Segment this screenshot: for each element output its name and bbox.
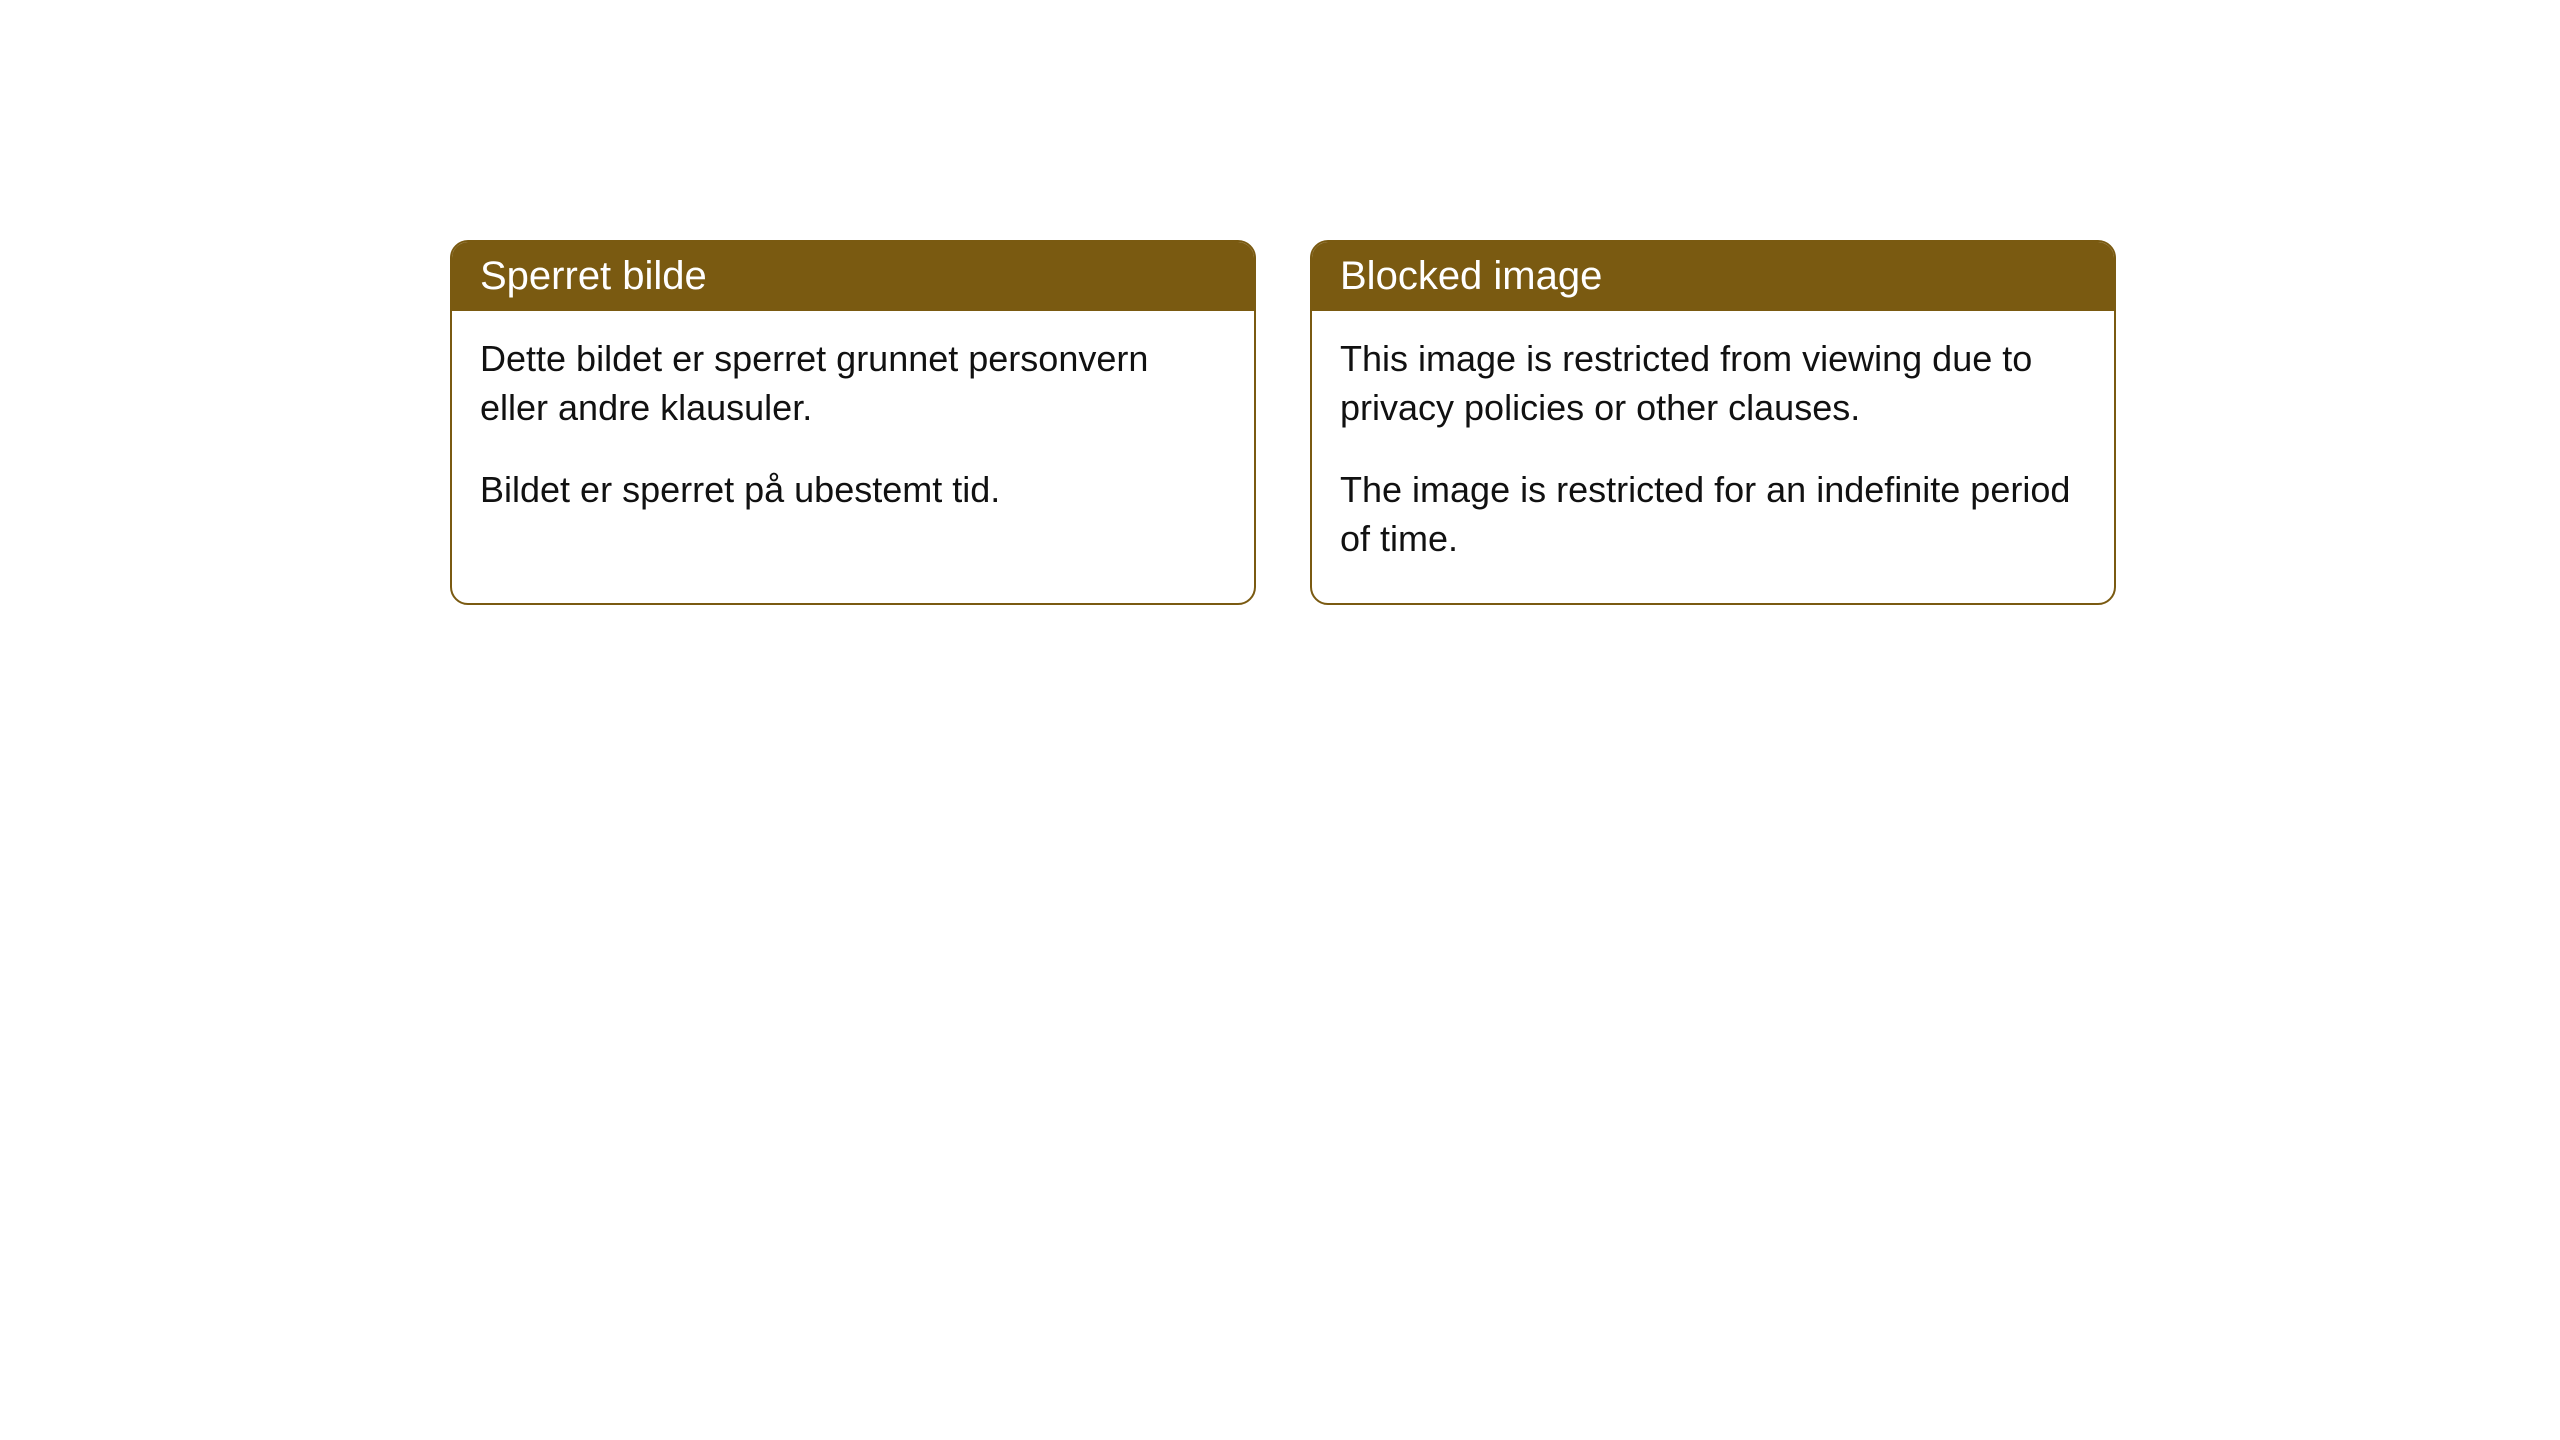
card-title: Blocked image bbox=[1312, 242, 2114, 311]
card-paragraph: Dette bildet er sperret grunnet personve… bbox=[480, 335, 1226, 432]
cards-container: Sperret bilde Dette bildet er sperret gr… bbox=[450, 240, 2116, 605]
notice-card-english: Blocked image This image is restricted f… bbox=[1310, 240, 2116, 605]
card-paragraph: Bildet er sperret på ubestemt tid. bbox=[480, 466, 1226, 515]
card-body: Dette bildet er sperret grunnet personve… bbox=[452, 311, 1254, 555]
card-body: This image is restricted from viewing du… bbox=[1312, 311, 2114, 603]
card-paragraph: The image is restricted for an indefinit… bbox=[1340, 466, 2086, 563]
notice-card-norwegian: Sperret bilde Dette bildet er sperret gr… bbox=[450, 240, 1256, 605]
card-title: Sperret bilde bbox=[452, 242, 1254, 311]
card-paragraph: This image is restricted from viewing du… bbox=[1340, 335, 2086, 432]
